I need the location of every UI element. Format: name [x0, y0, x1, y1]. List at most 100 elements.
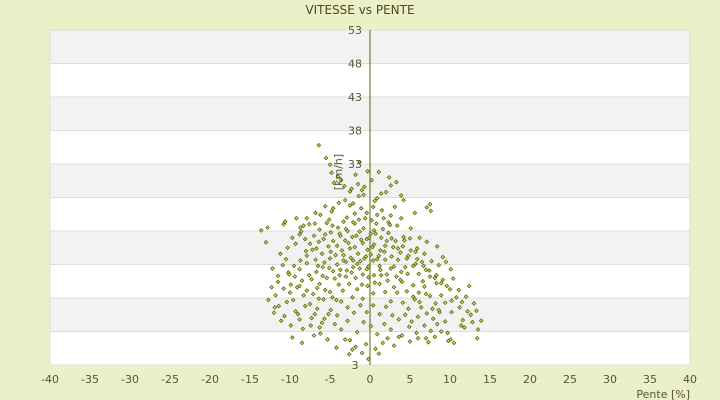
data-point — [334, 243, 340, 249]
data-point — [444, 283, 450, 289]
data-point — [302, 303, 308, 309]
data-point — [328, 249, 334, 255]
data-point — [335, 225, 341, 231]
data-point — [364, 266, 370, 272]
data-point — [470, 319, 475, 325]
data-point — [347, 189, 353, 194]
data-point — [376, 351, 382, 356]
x-tick-label: 15 — [483, 373, 497, 386]
data-point — [370, 244, 375, 250]
data-point — [370, 258, 376, 263]
data-point — [365, 247, 370, 253]
data-point — [391, 284, 397, 290]
data-point — [385, 335, 390, 341]
data-point — [379, 207, 385, 213]
data-point — [459, 299, 465, 305]
x-tick-label: -10 — [281, 373, 299, 386]
data-point — [419, 259, 425, 265]
data-point — [322, 203, 328, 209]
data-point — [341, 219, 346, 224]
data-point — [329, 209, 334, 214]
data-point — [318, 212, 323, 218]
data-point — [405, 271, 410, 277]
x-tick-label: 35 — [643, 373, 657, 386]
data-point — [450, 276, 456, 281]
data-point — [412, 296, 418, 302]
data-point — [319, 320, 325, 326]
data-point — [288, 323, 294, 328]
data-point — [377, 311, 382, 317]
y-axis-title: [km/h] — [332, 154, 345, 190]
data-point — [293, 309, 298, 314]
data-point — [393, 238, 398, 244]
data-point — [427, 293, 433, 299]
data-point — [312, 311, 318, 317]
data-point — [383, 189, 389, 195]
data-point — [394, 179, 399, 185]
data-point — [346, 351, 352, 357]
data-point — [424, 311, 430, 316]
data-point — [454, 294, 459, 300]
data-point — [292, 274, 298, 279]
data-point — [410, 263, 416, 269]
data-point — [351, 310, 357, 316]
data-point — [429, 258, 434, 264]
data-point — [326, 265, 332, 271]
data-point — [446, 338, 451, 344]
data-point — [415, 314, 421, 320]
data-point — [334, 262, 340, 267]
x-axis-ticks: -40 -35 -30 -25 -20 -15 -10 -5 0 5 10 15 20 25 30 35 40 — [41, 373, 697, 386]
data-point — [344, 215, 350, 220]
data-point — [354, 261, 360, 267]
data-point — [317, 227, 322, 233]
data-point — [353, 275, 358, 281]
data-point — [424, 205, 430, 210]
data-point — [430, 306, 435, 312]
data-point — [278, 251, 283, 257]
data-point — [337, 272, 342, 278]
data-point — [413, 249, 418, 255]
data-point — [421, 263, 426, 269]
data-point — [380, 226, 386, 232]
data-point — [442, 319, 448, 324]
data-point — [432, 275, 438, 281]
data-point — [282, 313, 287, 319]
data-point — [424, 239, 430, 245]
data-point — [360, 240, 366, 246]
data-point — [370, 290, 376, 296]
data-point — [353, 172, 358, 178]
x-tick-label: 0 — [367, 373, 374, 386]
data-point — [426, 339, 431, 345]
data-point — [386, 230, 391, 236]
data-point — [299, 340, 305, 346]
data-point — [350, 201, 356, 206]
data-point — [282, 219, 288, 224]
data-point — [334, 313, 340, 318]
data-point — [355, 181, 361, 187]
data-point — [321, 236, 326, 242]
data-point — [326, 244, 331, 249]
data-point — [384, 238, 390, 244]
data-point — [434, 321, 440, 327]
data-point — [342, 197, 348, 203]
data-point — [402, 312, 408, 318]
data-point — [327, 162, 333, 168]
data-point — [417, 235, 422, 241]
data-point — [336, 200, 342, 206]
data-point — [478, 318, 484, 324]
data-point — [381, 215, 386, 221]
data-point — [326, 217, 332, 222]
data-point — [281, 286, 286, 291]
data-point — [333, 252, 338, 258]
data-point — [382, 321, 387, 327]
data-point — [316, 142, 322, 148]
data-point — [325, 337, 330, 342]
data-point — [328, 229, 334, 235]
data-point — [432, 334, 438, 340]
data-point — [320, 273, 326, 279]
data-point — [272, 305, 278, 310]
x-tick-label: 10 — [443, 373, 457, 386]
data-point — [265, 225, 270, 231]
data-point — [311, 233, 317, 239]
